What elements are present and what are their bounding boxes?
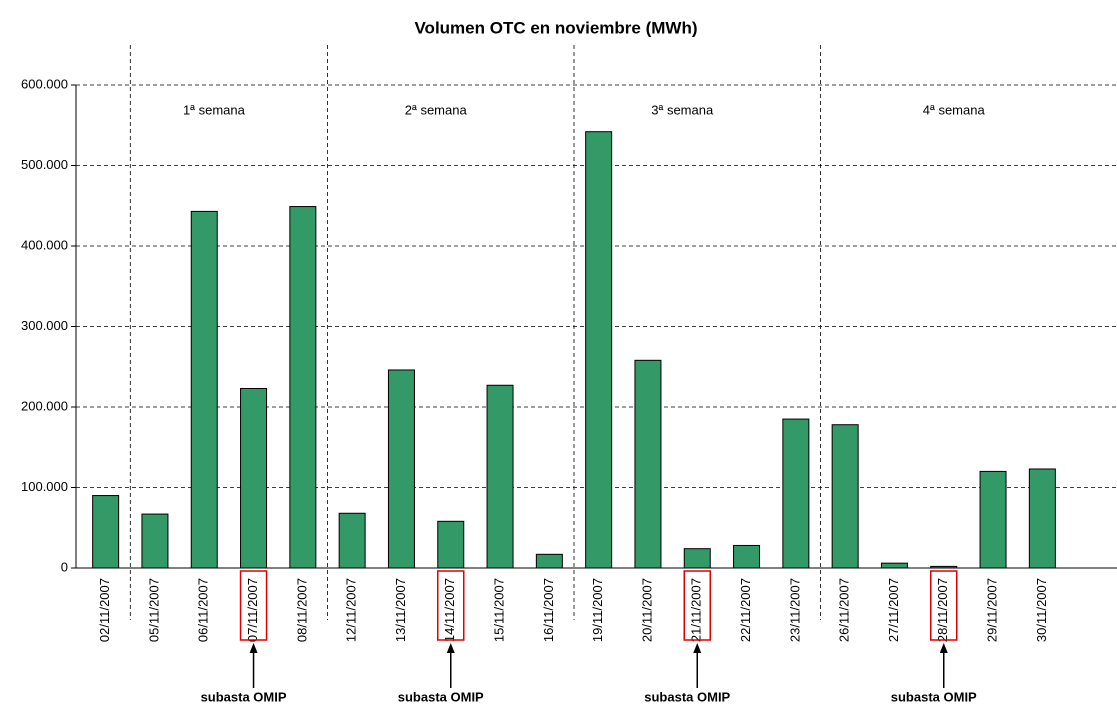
y-tick-label: 300.000 (21, 318, 68, 333)
x-tick-label: 02/11/2007 (97, 578, 112, 642)
x-tick-label: 06/11/2007 (196, 578, 211, 642)
y-tick-label: 400.000 (21, 237, 68, 252)
arrow-head (446, 643, 455, 653)
x-tick-label: 28/11/2007 (935, 578, 950, 642)
y-tick-label: 0 (61, 559, 68, 574)
bar (930, 565, 958, 569)
bar (733, 544, 761, 569)
x-tick-label: 08/11/2007 (294, 578, 309, 642)
x-tick-label: 19/11/2007 (590, 578, 605, 642)
bar (1028, 468, 1056, 569)
bar (338, 512, 366, 569)
x-tick-label: 12/11/2007 (344, 578, 359, 642)
x-tick-label: 13/11/2007 (393, 578, 408, 642)
x-tick-label: 16/11/2007 (541, 578, 556, 642)
bar (289, 206, 317, 569)
week-label: 2ª semana (405, 102, 468, 117)
annotation: subasta OMIP (398, 689, 484, 704)
week-label: 3ª semana (651, 102, 714, 117)
x-tick-label: 27/11/2007 (886, 578, 901, 642)
week-label: 4ª semana (923, 102, 986, 117)
bar (387, 369, 415, 569)
bar (979, 470, 1007, 569)
arrow-head (693, 643, 702, 653)
x-tick-label: 07/11/2007 (245, 578, 260, 642)
bar (535, 553, 563, 569)
x-tick-label: 14/11/2007 (442, 578, 457, 642)
highlight-box (437, 570, 465, 641)
bar (190, 210, 218, 569)
x-tick-label: 26/11/2007 (837, 578, 852, 642)
bar (634, 359, 662, 569)
y-tick-label: 500.000 (21, 157, 68, 172)
bar (240, 387, 268, 569)
chart-title: Volumen OTC en noviembre (MWh) (414, 18, 697, 37)
y-tick-label: 600.000 (21, 76, 68, 91)
annotation: subasta OMIP (891, 689, 977, 704)
week-label: 1ª semana (183, 102, 246, 117)
bar (782, 418, 810, 569)
x-tick-label: 22/11/2007 (738, 578, 753, 642)
bar (585, 131, 613, 569)
x-tick-label: 20/11/2007 (639, 578, 654, 642)
x-tick-label: 15/11/2007 (491, 578, 506, 642)
bar (831, 424, 859, 569)
x-tick-label: 30/11/2007 (1034, 578, 1049, 642)
y-tick-label: 200.000 (21, 398, 68, 413)
highlight-box (930, 570, 958, 641)
arrow-head (249, 643, 258, 653)
x-tick-label: 21/11/2007 (689, 578, 704, 642)
highlight-box (683, 570, 711, 641)
bar (437, 520, 465, 569)
annotation: subasta OMIP (201, 689, 287, 704)
bar (880, 562, 908, 569)
bar (92, 495, 120, 569)
arrow-head (939, 643, 948, 653)
highlight-box (239, 570, 268, 641)
x-tick-label: 23/11/2007 (787, 578, 802, 642)
x-tick-label: 29/11/2007 (984, 578, 999, 642)
y-tick-label: 100.000 (21, 479, 68, 494)
bar (486, 384, 514, 569)
annotation: subasta OMIP (644, 689, 730, 704)
bar (141, 513, 169, 569)
bar (683, 548, 711, 569)
x-tick-label: 05/11/2007 (146, 578, 161, 642)
